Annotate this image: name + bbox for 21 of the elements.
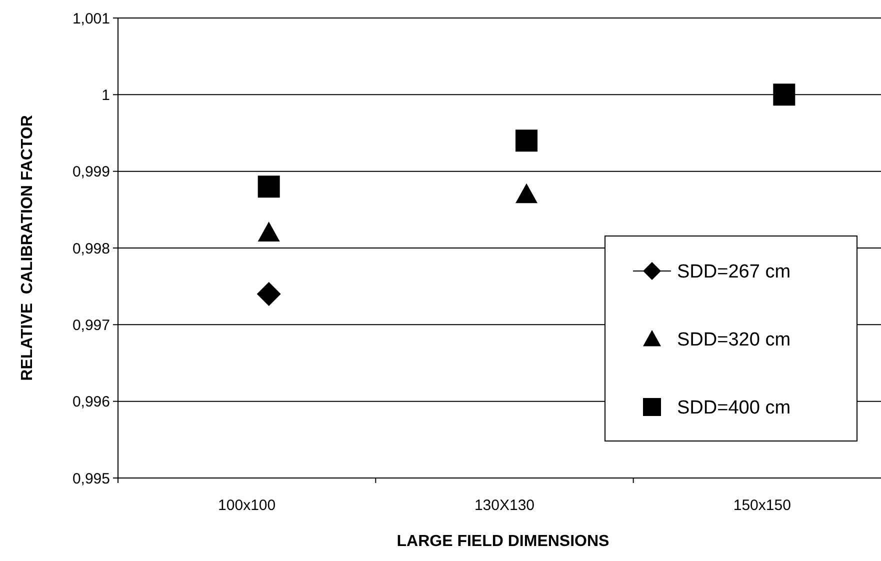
y-tick-label: 0,995: [72, 470, 110, 488]
x-tick-label: 100x100: [218, 497, 276, 514]
legend-label: SDD=267 cm: [677, 262, 791, 283]
legend-label: SDD=320 cm: [677, 330, 791, 351]
x-tick-label: 130X130: [474, 497, 535, 514]
point: [516, 183, 538, 204]
y-axis-title: RELATIVE CALIBRATION FACTOR: [19, 114, 36, 381]
legend-label: SDD=400 cm: [677, 398, 791, 419]
x-axis-title: LARGE FIELD DIMENSIONS: [396, 533, 610, 550]
y-tick-label: 1,001: [72, 10, 110, 28]
point: [258, 176, 280, 198]
point: [256, 282, 281, 306]
point: [773, 84, 796, 106]
y-tick-label: 0,999: [72, 164, 110, 181]
y-tick-label: 0,997: [72, 316, 110, 334]
y-tick-label: 0,998: [72, 240, 110, 258]
point: [258, 222, 280, 242]
x-tick-label: 150x150: [733, 497, 791, 514]
point: [516, 130, 538, 152]
y-tick-label: 0,996: [72, 394, 110, 411]
y-tick-label: 1: [102, 86, 110, 104]
